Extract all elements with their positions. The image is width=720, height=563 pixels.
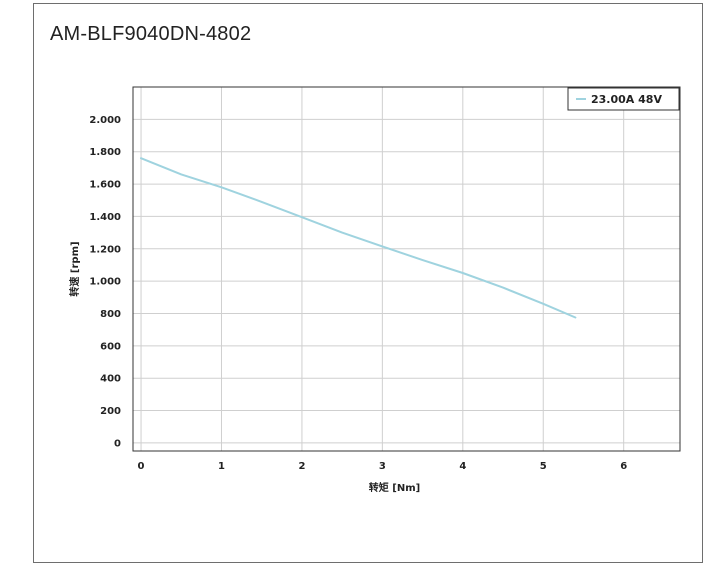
- series-layer: [140, 157, 577, 319]
- grid-layer: [133, 87, 680, 451]
- y-tick-label: 800: [100, 309, 121, 320]
- x-tick-label: 5: [540, 461, 547, 472]
- x-axis-label: 转矩 [Nm]: [369, 481, 420, 494]
- tick-layer: 0 1 2 3 4 5 6 0 200 400 600 800 1.000 1.200 1.400 1.600…: [89, 115, 627, 472]
- x-tick-label: 0: [138, 461, 145, 472]
- y-tick-label: 200: [100, 406, 121, 417]
- x-tick-label: 6: [620, 461, 627, 472]
- speed-torque-chart: 0 1 2 3 4 5 6 0 200 400 600 800 1.000 1.200 1.400 1.600…: [68, 86, 681, 494]
- y-tick-label: 600: [100, 341, 121, 352]
- y-tick-label: 400: [100, 374, 121, 385]
- y-axis-label: 转速 [rpm]: [68, 241, 81, 296]
- x-tick-label: 3: [379, 461, 386, 472]
- y-tick-label: 1.800: [89, 147, 121, 158]
- plot-area-border: [132, 86, 681, 452]
- y-tick-label: 1.000: [89, 277, 121, 288]
- legend: 23.00A 48V: [567, 87, 680, 111]
- legend-box: [567, 87, 680, 111]
- y-tick-label: 1.400: [89, 212, 121, 223]
- series-line: [140, 157, 577, 319]
- y-tick-label: 1.600: [89, 180, 121, 191]
- y-tick-label: 2.000: [89, 115, 121, 126]
- x-tick-label: 2: [298, 461, 305, 472]
- x-tick-label: 1: [218, 461, 225, 472]
- y-tick-label: 1.200: [89, 244, 121, 255]
- x-tick-label: 4: [459, 461, 466, 472]
- y-tick-label: 0: [114, 438, 121, 449]
- page-title: AM-BLF9040DN-4802: [50, 23, 252, 45]
- legend-label: 23.00A 48V: [591, 93, 662, 106]
